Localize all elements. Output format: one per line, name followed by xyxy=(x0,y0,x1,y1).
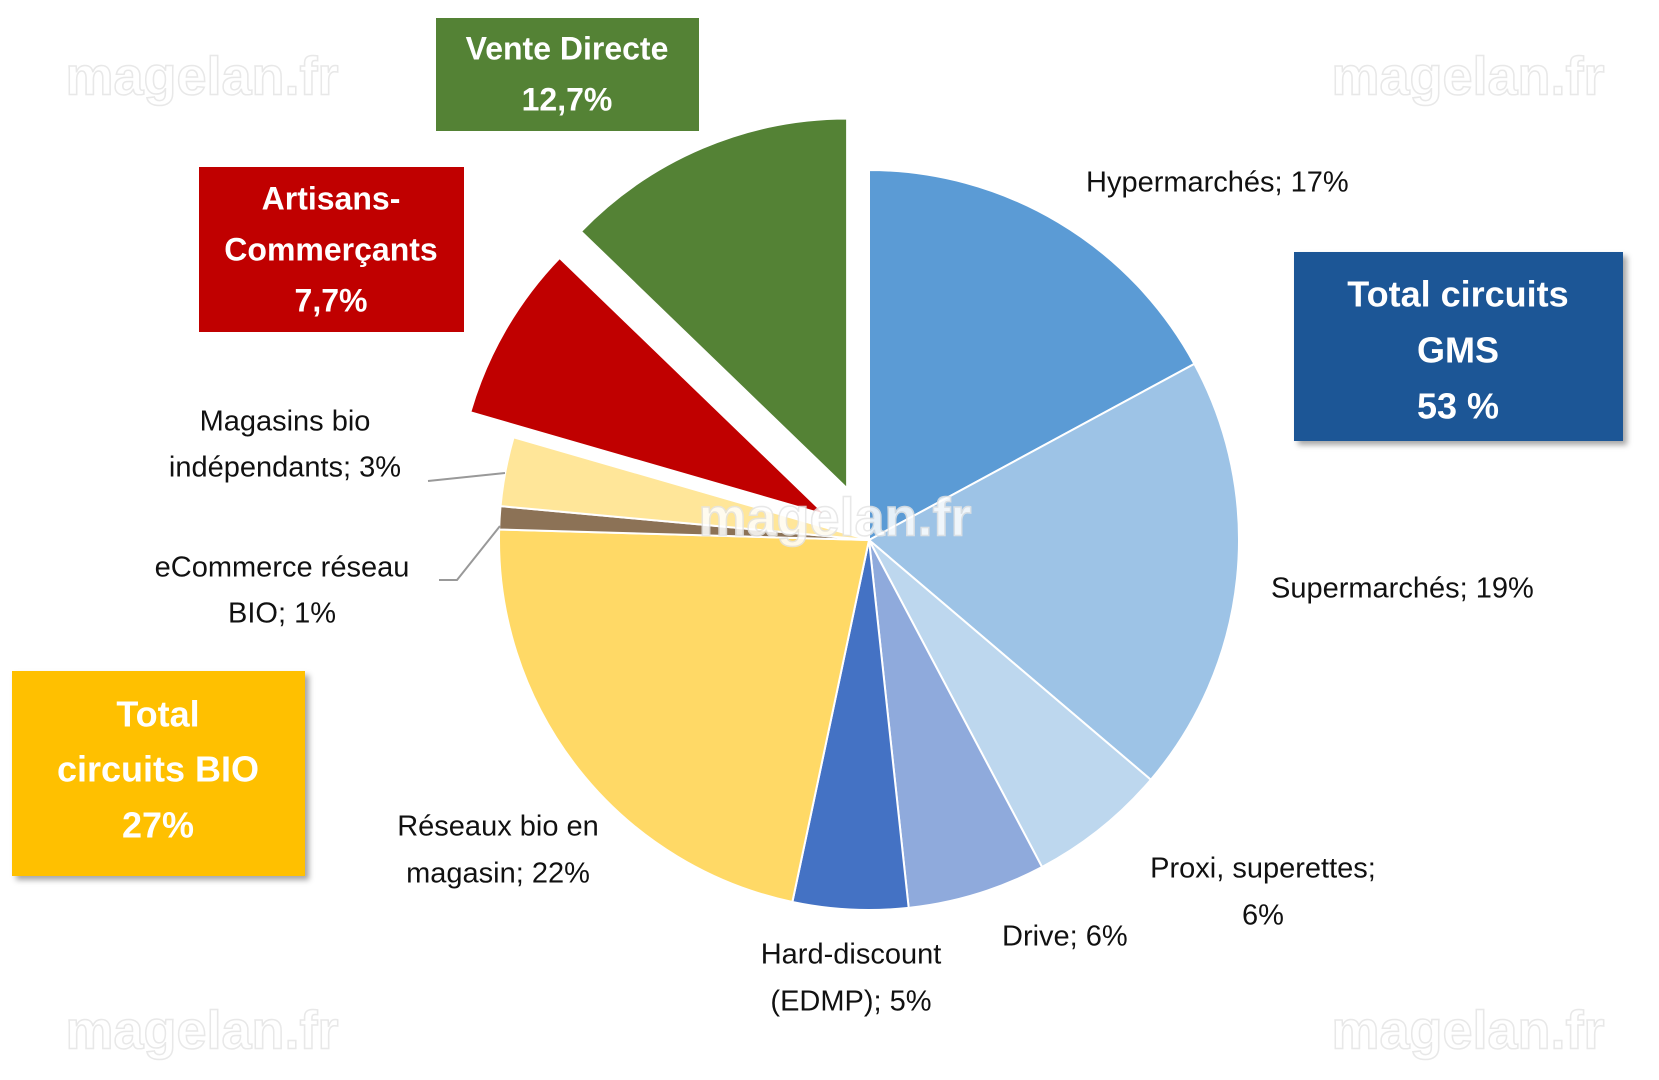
label-box xyxy=(199,167,464,332)
pie-slice xyxy=(868,539,1153,869)
watermark: magelan.fr xyxy=(65,1000,338,1060)
leader-line xyxy=(427,472,506,482)
pie-slice xyxy=(868,539,1044,909)
slice-label: Supermarchés; 19% xyxy=(1271,573,1534,605)
total-box xyxy=(12,671,305,876)
slice-label: Magasins bio xyxy=(200,406,371,438)
watermark: magelan.fr xyxy=(698,487,971,547)
box-label: 7,7% xyxy=(295,282,368,318)
watermark: magelan.fr xyxy=(65,46,338,106)
watermark: magelan.fr xyxy=(1331,1000,1604,1060)
box-label: 12,7% xyxy=(522,81,613,117)
watermark: magelan.fr xyxy=(1331,46,1604,106)
slice-label: Réseaux bio en xyxy=(397,811,599,843)
box-label: Vente Directe xyxy=(466,30,669,66)
pie-slice xyxy=(499,436,870,541)
total-label: 53 % xyxy=(1417,386,1499,427)
pie-slice xyxy=(498,528,871,904)
total-label: 27% xyxy=(122,805,194,846)
total-label: GMS xyxy=(1417,330,1499,371)
box-label: Commerçants xyxy=(224,231,437,267)
slice-label: magasin; 22% xyxy=(406,858,590,890)
box-label: Artisans- xyxy=(262,180,401,216)
total-label: Total circuits xyxy=(1347,274,1568,315)
total-label: Total xyxy=(116,694,199,735)
slice-label: Hard-discount xyxy=(761,939,942,971)
slice-label: Drive; 6% xyxy=(1002,921,1128,953)
pie-slice xyxy=(469,256,827,516)
pie-slice xyxy=(867,362,1240,782)
slice-label: 6% xyxy=(1242,900,1284,932)
total-box xyxy=(1294,252,1623,441)
total-label: circuits BIO xyxy=(57,749,259,790)
slice-label: eCommerce réseau xyxy=(155,552,410,584)
slice-label: BIO; 1% xyxy=(228,598,336,630)
slice-label: Hypermarchés; 17% xyxy=(1086,167,1349,199)
label-box xyxy=(436,18,699,131)
pie-slice xyxy=(579,117,849,491)
leader-line xyxy=(439,525,501,581)
slice-label: (EDMP); 5% xyxy=(770,986,931,1018)
slice-label: Proxi, superettes; xyxy=(1150,853,1376,885)
pie-slice xyxy=(868,168,1196,542)
slice-label: indépendants; 3% xyxy=(169,452,401,484)
